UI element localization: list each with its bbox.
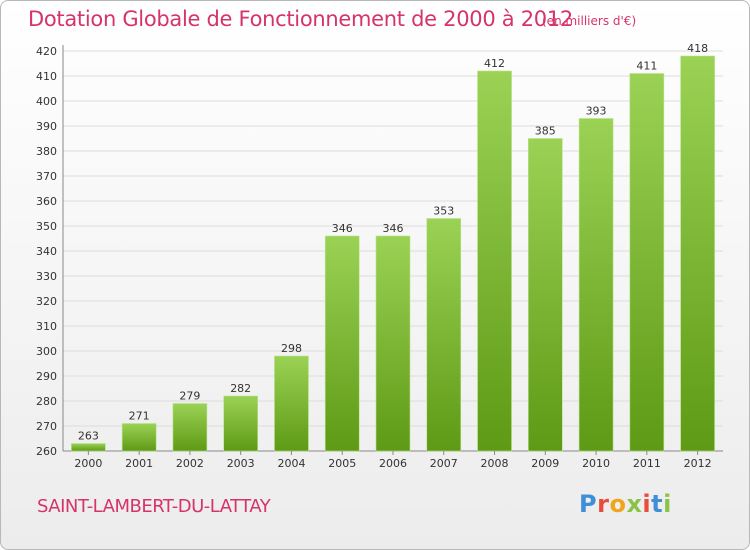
bar bbox=[375, 235, 411, 452]
data-label: 393 bbox=[586, 105, 607, 118]
chart-title: Dotation Globale de Fonctionnement de 20… bbox=[28, 7, 573, 31]
bar bbox=[528, 138, 563, 452]
y-tick-label: 300 bbox=[36, 345, 57, 358]
logo-letter: x bbox=[626, 490, 643, 518]
logo-letter: i bbox=[642, 490, 652, 518]
data-label: 385 bbox=[535, 125, 556, 138]
chart-subtitle: (en milliers d'€) bbox=[542, 14, 637, 28]
data-label: 282 bbox=[230, 382, 251, 395]
data-label: 263 bbox=[78, 430, 99, 443]
x-tick-label: 2012 bbox=[684, 457, 712, 470]
data-label: 418 bbox=[687, 42, 708, 55]
x-tick-label: 2006 bbox=[379, 457, 407, 470]
y-tick-label: 320 bbox=[36, 295, 57, 308]
x-tick-label: 2000 bbox=[74, 457, 102, 470]
bar bbox=[578, 118, 614, 452]
commune-name: SAINT-LAMBERT-DU-LATTAY bbox=[37, 496, 271, 517]
logo-letter: t bbox=[651, 490, 664, 518]
data-label: 411 bbox=[636, 60, 657, 73]
logo-letter: o bbox=[609, 490, 627, 518]
y-tick-label: 270 bbox=[36, 420, 57, 433]
data-label: 346 bbox=[332, 222, 353, 235]
bar bbox=[426, 218, 462, 452]
y-tick-label: 330 bbox=[36, 270, 57, 283]
y-tick-label: 260 bbox=[36, 445, 57, 458]
logo-letter: P bbox=[579, 490, 598, 518]
bar bbox=[223, 395, 258, 452]
data-label: 271 bbox=[129, 410, 150, 423]
data-label: 298 bbox=[281, 342, 302, 355]
bar bbox=[121, 423, 157, 452]
y-tick-label: 400 bbox=[36, 95, 57, 108]
data-label: 412 bbox=[484, 57, 505, 70]
y-tick-label: 390 bbox=[36, 120, 57, 133]
bar bbox=[324, 235, 360, 452]
bar bbox=[629, 73, 665, 452]
x-tick-label: 2002 bbox=[176, 457, 204, 470]
y-tick-label: 310 bbox=[36, 320, 57, 333]
y-tick-label: 410 bbox=[36, 70, 57, 83]
y-tick-label: 420 bbox=[36, 45, 57, 58]
x-tick-label: 2010 bbox=[582, 457, 610, 470]
y-tick-label: 380 bbox=[36, 145, 57, 158]
y-tick-label: 350 bbox=[36, 220, 57, 233]
x-tick-label: 2003 bbox=[227, 457, 255, 470]
y-tick-label: 290 bbox=[36, 370, 57, 383]
x-tick-label: 2005 bbox=[328, 457, 356, 470]
x-tick-label: 2004 bbox=[277, 457, 305, 470]
bar bbox=[71, 443, 106, 452]
x-tick-label: 2001 bbox=[125, 457, 153, 470]
data-label: 279 bbox=[179, 390, 200, 403]
x-tick-label: 2008 bbox=[481, 457, 509, 470]
proxiti-logo: Proxiti bbox=[579, 490, 672, 518]
bar bbox=[680, 55, 715, 452]
y-tick-label: 280 bbox=[36, 395, 57, 408]
bar bbox=[274, 355, 309, 452]
x-tick-label: 2007 bbox=[430, 457, 458, 470]
y-tick-label: 370 bbox=[36, 170, 57, 183]
data-label: 346 bbox=[383, 222, 404, 235]
logo-letter: i bbox=[663, 490, 672, 518]
logo-letter: r bbox=[597, 490, 610, 518]
bar bbox=[477, 70, 512, 452]
y-tick-label: 340 bbox=[36, 245, 57, 258]
x-tick-label: 2009 bbox=[531, 457, 559, 470]
y-tick-label: 360 bbox=[36, 195, 57, 208]
x-tick-label: 2011 bbox=[633, 457, 661, 470]
bar bbox=[172, 403, 208, 452]
data-label: 353 bbox=[433, 205, 454, 218]
